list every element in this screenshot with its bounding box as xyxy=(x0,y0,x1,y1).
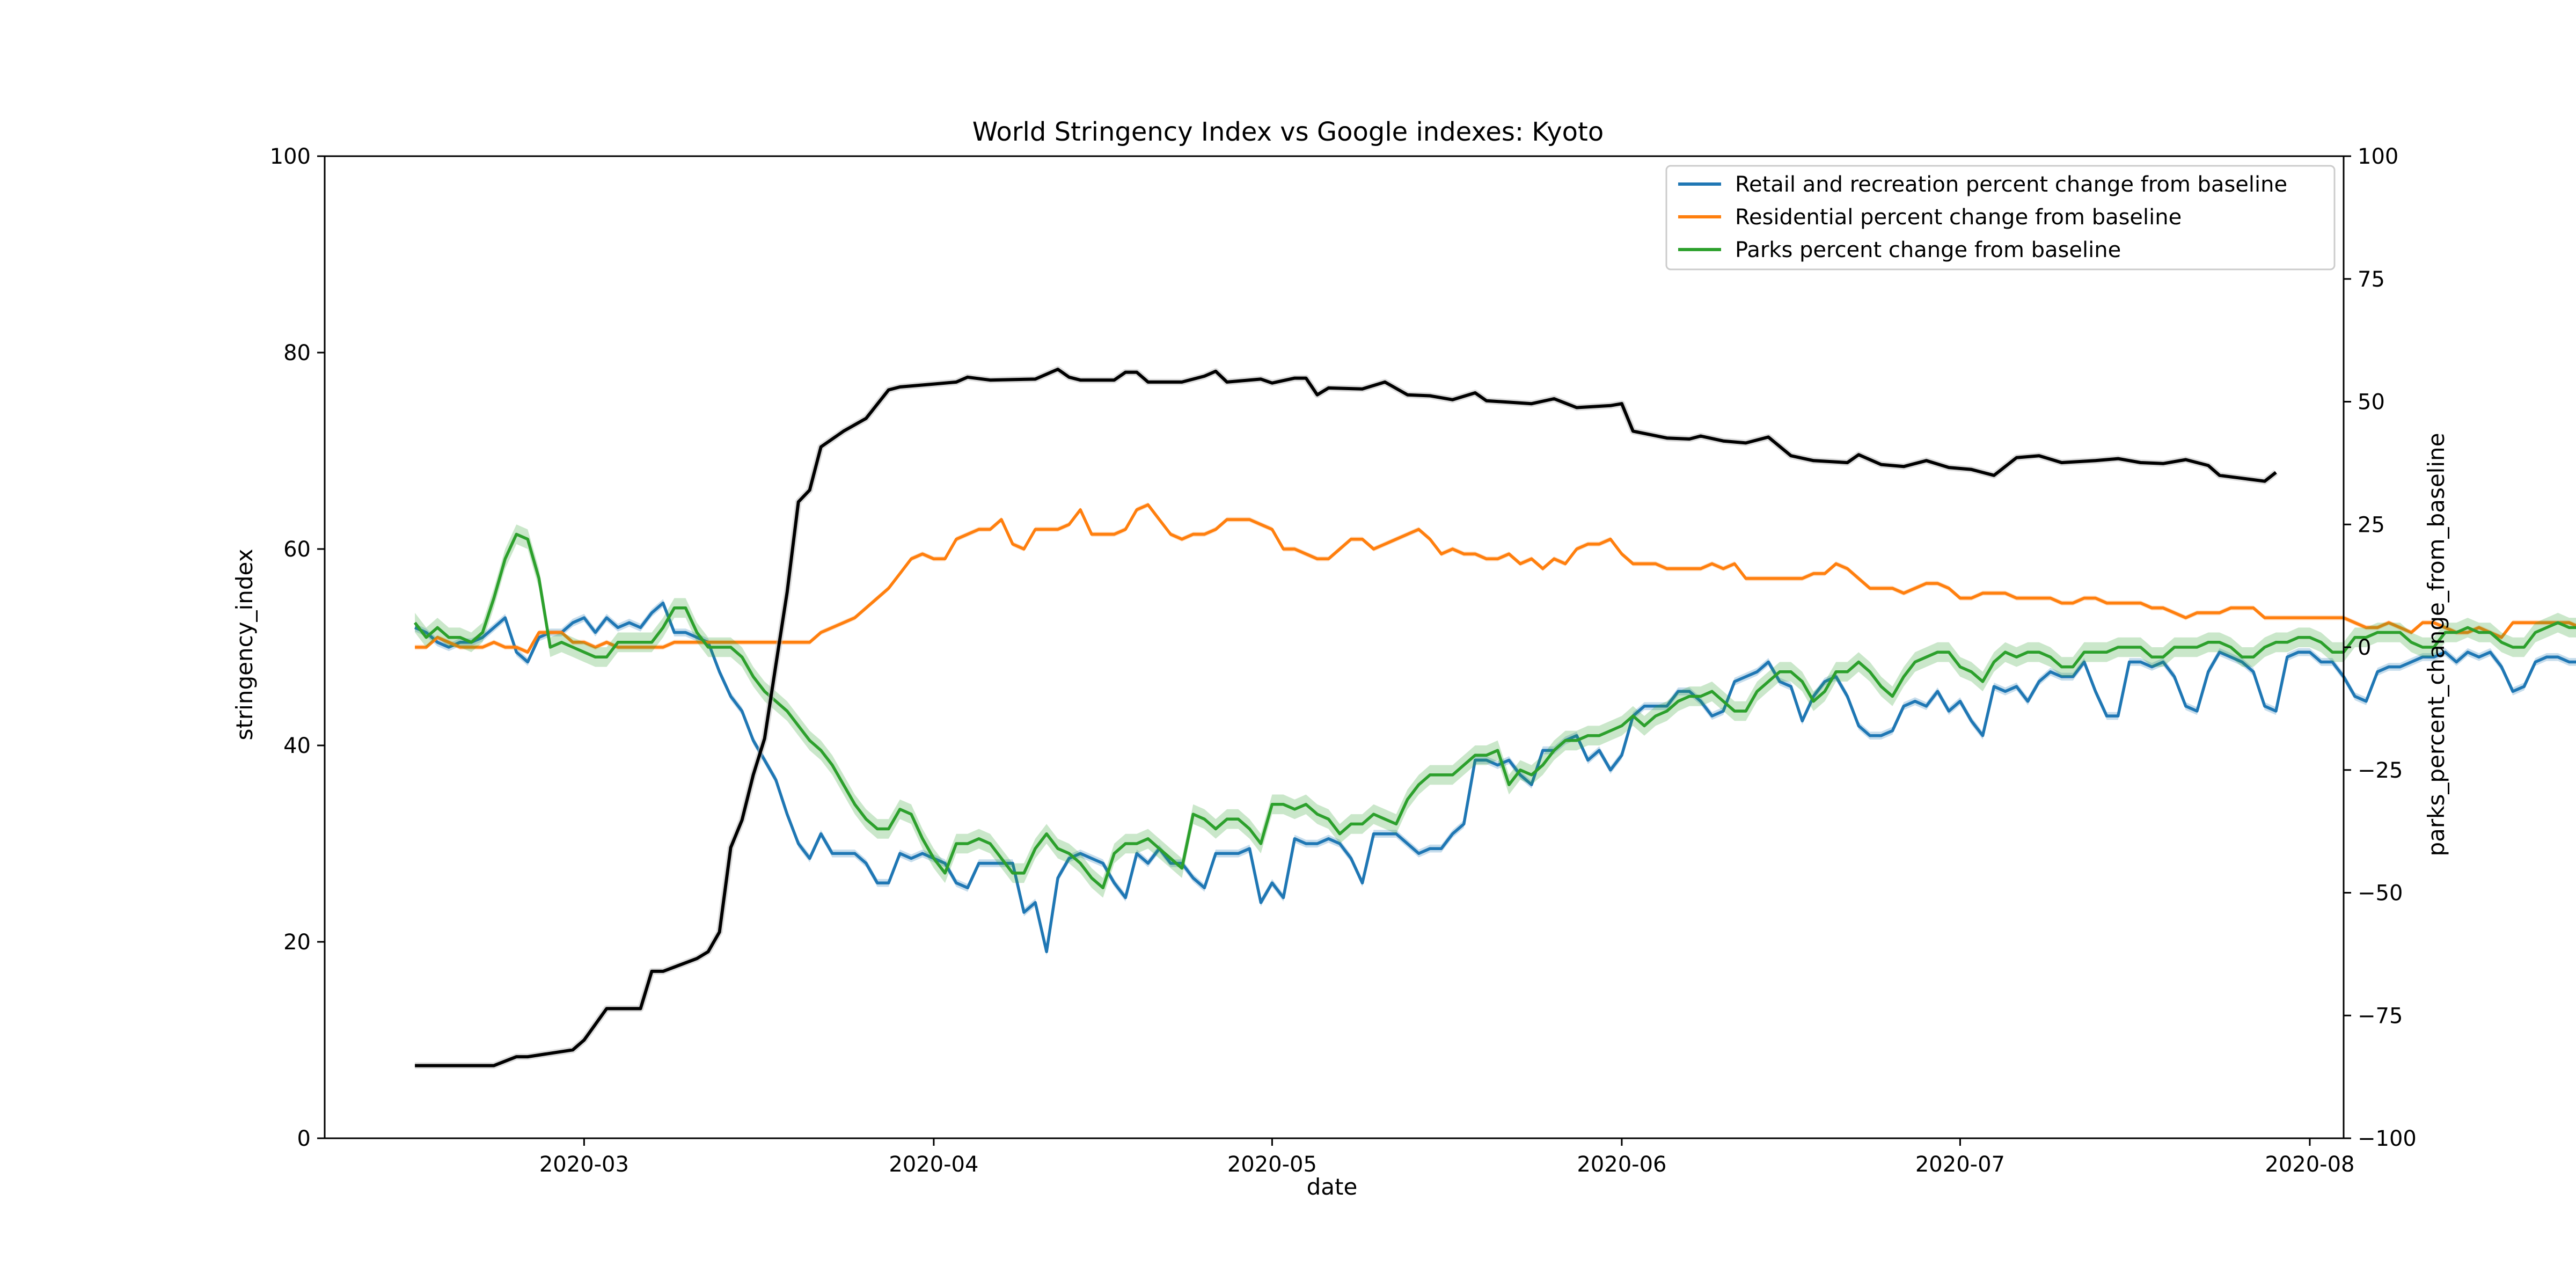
x-tick-label: 2020-03 xyxy=(539,1152,629,1177)
legend-label: Retail and recreation percent change fro… xyxy=(1735,172,2287,197)
chart-title: World Stringency Index vs Google indexes… xyxy=(972,117,1604,147)
y-axis-left: 0 20 40 60 80 100 xyxy=(270,144,325,1151)
legend: Retail and recreation percent change fro… xyxy=(1665,165,2336,270)
x-tick-label: 2020-06 xyxy=(1577,1152,1666,1177)
y-right-tick-label: −50 xyxy=(2358,881,2403,906)
y-right-tick-label: 50 xyxy=(2358,390,2385,415)
y-left-tick-label: 20 xyxy=(283,930,311,955)
y-left-tick-label: 100 xyxy=(270,144,311,169)
y-axis-right-label: parks_percent_change_from_baseline xyxy=(2423,433,2449,857)
legend-label: Parks percent change from baseline xyxy=(1735,238,2121,262)
y-right-tick-label: −25 xyxy=(2358,758,2403,783)
y-right-tick-label: 25 xyxy=(2358,513,2385,537)
y-left-tick-label: 80 xyxy=(283,341,311,365)
series-layer xyxy=(413,366,2576,1069)
x-axis-label: date xyxy=(1307,1174,1358,1200)
x-axis: 2020-03 2020-04 2020-05 2020-06 2020-07 2020-… xyxy=(539,1138,2355,1177)
y-left-tick-label: 40 xyxy=(283,734,311,758)
y-right-tick-label: 100 xyxy=(2358,144,2398,169)
x-tick-label: 2020-05 xyxy=(1227,1152,1317,1177)
y-left-tick-label: 60 xyxy=(283,537,311,562)
y-right-tick-label: 0 xyxy=(2358,635,2371,660)
y-right-tick-label: 75 xyxy=(2358,267,2385,292)
y-axis-right: −100 −75 −50 −25 0 25 50 75 100 xyxy=(2344,144,2417,1151)
y-left-tick-label: 0 xyxy=(297,1126,311,1151)
legend-label: Residential percent change from baseline xyxy=(1735,205,2182,230)
stringency-line xyxy=(415,368,2277,1067)
x-tick-label: 2020-04 xyxy=(889,1152,978,1177)
x-tick-label: 2020-07 xyxy=(1915,1152,2005,1177)
series-band-1 xyxy=(415,502,2576,655)
y-right-tick-label: −100 xyxy=(2358,1126,2417,1151)
x-tick-label: 2020-08 xyxy=(2265,1152,2354,1177)
y-right-tick-label: −75 xyxy=(2358,1004,2403,1028)
legend-box xyxy=(1665,165,2336,270)
series-line-2 xyxy=(413,532,2576,890)
y-axis-left-label: stringency_index xyxy=(231,549,258,741)
series-line-1 xyxy=(415,503,2576,654)
